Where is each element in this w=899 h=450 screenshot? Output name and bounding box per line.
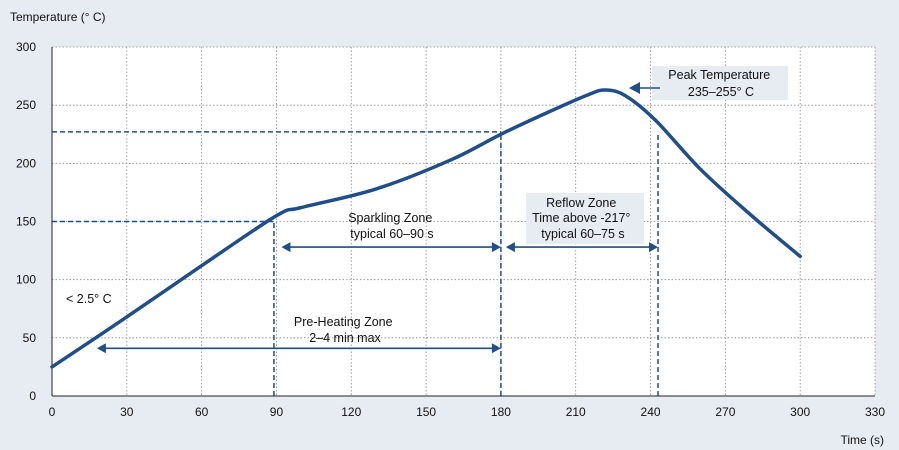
reflow-annotation: Reflow Zone Time above -217° typical 60–… (532, 196, 634, 241)
x-tick-label: 90 (270, 405, 284, 419)
reference-lines (52, 131, 659, 396)
x-tick-label: 120 (341, 405, 361, 419)
x-tick-label: 150 (416, 405, 436, 419)
reflow-label-bg (526, 193, 644, 244)
preheat-line-2: 2–4 min max (309, 331, 381, 345)
range-arrow-head-left (505, 242, 515, 253)
x-tick-label: 210 (566, 405, 586, 419)
series-group (50, 88, 802, 369)
y-tick-label: 0 (29, 389, 36, 403)
temperature-curve (50, 88, 802, 369)
peak-annotation: Peak Temperature 235–255° C (668, 68, 773, 99)
range-arrow-head-left (281, 242, 291, 253)
reflow-line-1: Reflow Zone (546, 196, 616, 210)
tick-labels: 0 30 60 90 120 150 180 210 240 270 300 330 0 50 100 150… (16, 40, 885, 419)
x-tick-label: 270 (715, 405, 735, 419)
x-tick-label: 60 (195, 405, 209, 419)
preheat-annotation: Pre-Heating Zone 2–4 min max (294, 315, 396, 345)
peak-line-2: 235–255° C (688, 85, 754, 99)
rate-annotation: < 2.5° C (66, 292, 112, 306)
y-tick-label: 150 (16, 215, 36, 229)
x-tick-label: 240 (641, 405, 661, 419)
sparkling-annotation: Sparkling Zone typical 60–90 s (348, 211, 436, 241)
axes (51, 47, 875, 397)
x-tick-label: 180 (491, 405, 511, 419)
x-tick-label: 300 (790, 405, 810, 419)
y-axis-title: Temperature (° C) (10, 10, 106, 24)
y-tick-label: 100 (16, 273, 36, 287)
sparkling-line-1: Sparkling Zone (348, 211, 432, 225)
range-arrow-head-right (649, 242, 659, 253)
x-tick-label: 330 (865, 405, 885, 419)
range-arrow-head-right (491, 343, 501, 354)
peak-label-bg (652, 66, 788, 100)
peak-arrow-head (629, 82, 640, 94)
x-tick-label: 0 (49, 405, 56, 419)
range-arrow-head-right (491, 242, 501, 253)
range-arrows (96, 242, 659, 354)
y-tick-label: 300 (16, 40, 36, 54)
reflow-line-2: Time above -217° (532, 211, 630, 225)
x-tick-label: 30 (120, 405, 134, 419)
peak-line-1: Peak Temperature (668, 68, 770, 82)
sparkling-line-2: typical 60–90 s (350, 227, 433, 241)
y-tick-label: 50 (23, 331, 37, 345)
reflow-line-3: typical 60–75 s (541, 227, 624, 241)
preheat-line-1: Pre-Heating Zone (294, 315, 393, 329)
range-arrow-head-left (96, 343, 106, 354)
x-axis-title: Time (s) (840, 433, 884, 447)
y-tick-label: 250 (16, 98, 36, 112)
y-tick-label: 200 (16, 156, 36, 170)
